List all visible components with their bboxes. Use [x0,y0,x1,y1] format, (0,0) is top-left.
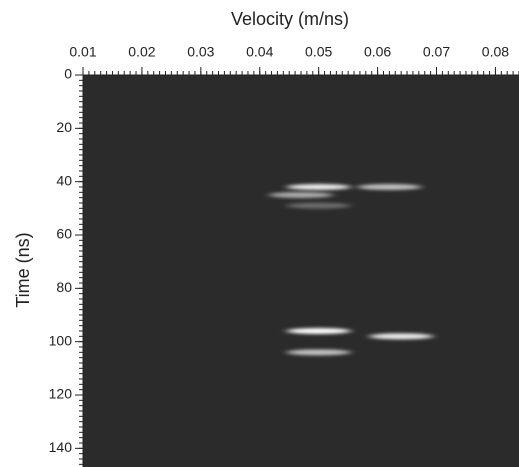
x-tick-label: 0.07 [423,44,450,60]
y-tick-label: 120 [49,386,73,402]
y-tick-label: 40 [56,172,72,188]
x-tick-label: 0.06 [364,44,391,60]
semblance-peak [357,184,422,190]
semblance-peak [369,333,434,340]
y-axis-title: Time (ns) [13,232,33,307]
semblance-peak [286,184,351,190]
semblance-peak [269,192,333,198]
y-tick-label: 140 [49,439,73,455]
semblance-peak [286,202,351,209]
x-tick-label: 0.04 [246,44,273,60]
x-tick-label: 0.08 [482,44,509,60]
y-tick-label: 100 [49,332,73,348]
plot-area [83,75,519,467]
x-tick-label: 0.01 [69,44,96,60]
axes: 0.01 0.02 0.03 0.04 0.05 0.06 0.07 0.08 0 20 40 60 8… [49,44,519,467]
semblance-peak [286,328,351,334]
x-tick-label: 0.03 [187,44,214,60]
y-tick-label: 60 [56,226,72,242]
heatmap-background [83,75,519,467]
x-axis-title: Velocity (m/ns) [231,9,349,29]
y-tick-label: 0 [64,66,72,82]
x-tick-label: 0.02 [128,44,155,60]
semblance-peak [286,349,351,356]
x-tick-label: 0.05 [305,44,332,60]
y-tick-label: 20 [56,119,72,135]
y-tick-label: 80 [56,279,72,295]
